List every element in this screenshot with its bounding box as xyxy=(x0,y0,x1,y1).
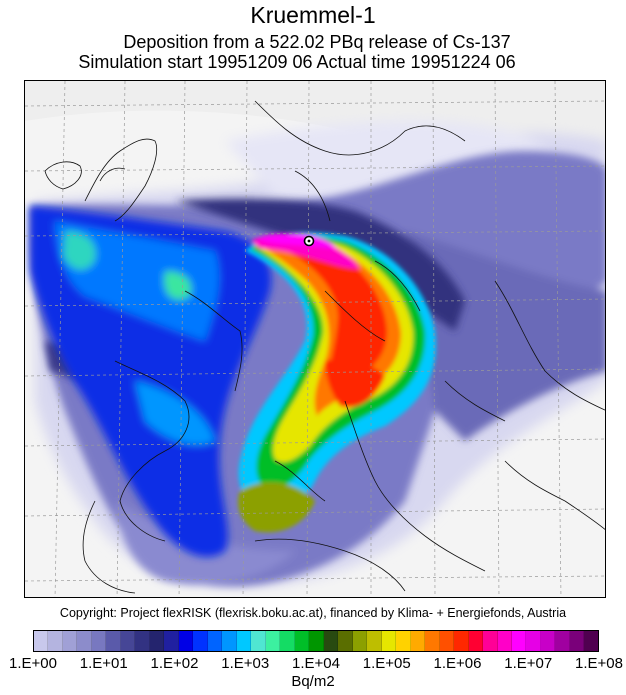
colorbar-segment xyxy=(309,631,324,651)
colorbar-segment xyxy=(352,631,368,651)
colorbar-segment xyxy=(222,631,237,651)
colorbar-tick-label: 1.E+01 xyxy=(79,655,128,672)
colorbar-segment xyxy=(236,631,252,651)
deposition-map xyxy=(24,80,606,598)
colorbar-segment xyxy=(265,631,281,651)
graticule xyxy=(25,81,605,597)
plume-blue xyxy=(30,206,272,557)
simulation-time-subtitle: Simulation start 19951209 06 Actual time… xyxy=(78,52,516,72)
coastlines xyxy=(44,100,605,594)
colorbar-segment xyxy=(77,631,92,651)
colorbar-segment xyxy=(396,631,411,651)
colorbar-segment xyxy=(454,631,469,651)
colorbar-segment xyxy=(251,631,266,651)
colorbar-segment xyxy=(439,631,455,651)
colorbar-segment xyxy=(91,631,107,651)
colorbar-segment xyxy=(193,631,208,651)
colorbar-tick-label: 1.E+05 xyxy=(362,655,411,672)
colorbar-segment xyxy=(410,631,426,651)
colorbar-tick-label: 1.E+02 xyxy=(150,655,199,672)
colorbar xyxy=(33,630,599,652)
colorbar-segment xyxy=(483,631,498,651)
colorbar-segment xyxy=(178,631,194,651)
deposition-subtitle: Deposition from a 522.02 PBq release of … xyxy=(123,32,511,52)
colorbar-tick-label: 1.E+08 xyxy=(575,655,623,672)
colorbar-tick-label: 1.E+07 xyxy=(504,655,553,672)
copyright-text: Copyright: Project flexRISK (flexrisk.bo… xyxy=(59,606,567,620)
colorbar-segment xyxy=(526,631,541,651)
colorbar-segment xyxy=(468,631,484,651)
colorbar-segment xyxy=(106,631,121,651)
colorbar-tick-label: 1.E+04 xyxy=(292,655,340,672)
colorbar-segment xyxy=(280,631,295,651)
map-title: Kruemmel-1 xyxy=(250,2,376,28)
colorbar-unit-label: Bq/m2 xyxy=(291,673,335,690)
colorbar-segment xyxy=(164,631,179,651)
colorbar-segment xyxy=(34,631,49,651)
colorbar-segment xyxy=(381,631,397,651)
colorbar-segment xyxy=(207,631,223,651)
colorbar-segment xyxy=(135,631,150,651)
colorbar-segment xyxy=(120,631,136,651)
colorbar-segment xyxy=(367,631,382,651)
colorbar-segment xyxy=(584,631,598,651)
colorbar-segment xyxy=(294,631,310,651)
colorbar-tick-label: 1.E+00 xyxy=(9,655,57,672)
colorbar-segment xyxy=(62,631,78,651)
colorbar-segment xyxy=(338,631,353,651)
colorbar-segment xyxy=(48,631,63,651)
colorbar-segment xyxy=(511,631,527,651)
colorbar-segment xyxy=(555,631,570,651)
colorbar-segment xyxy=(149,631,165,651)
colorbar-segment xyxy=(569,631,585,651)
release-point xyxy=(303,235,315,247)
colorbar-segment xyxy=(323,631,339,651)
colorbar-tick-label: 1.E+06 xyxy=(433,655,482,672)
colorbar-tick-label: 1.E+03 xyxy=(221,655,270,672)
colorbar-segment xyxy=(497,631,512,651)
colorbar-segment xyxy=(540,631,556,651)
colorbar-segment xyxy=(425,631,440,651)
